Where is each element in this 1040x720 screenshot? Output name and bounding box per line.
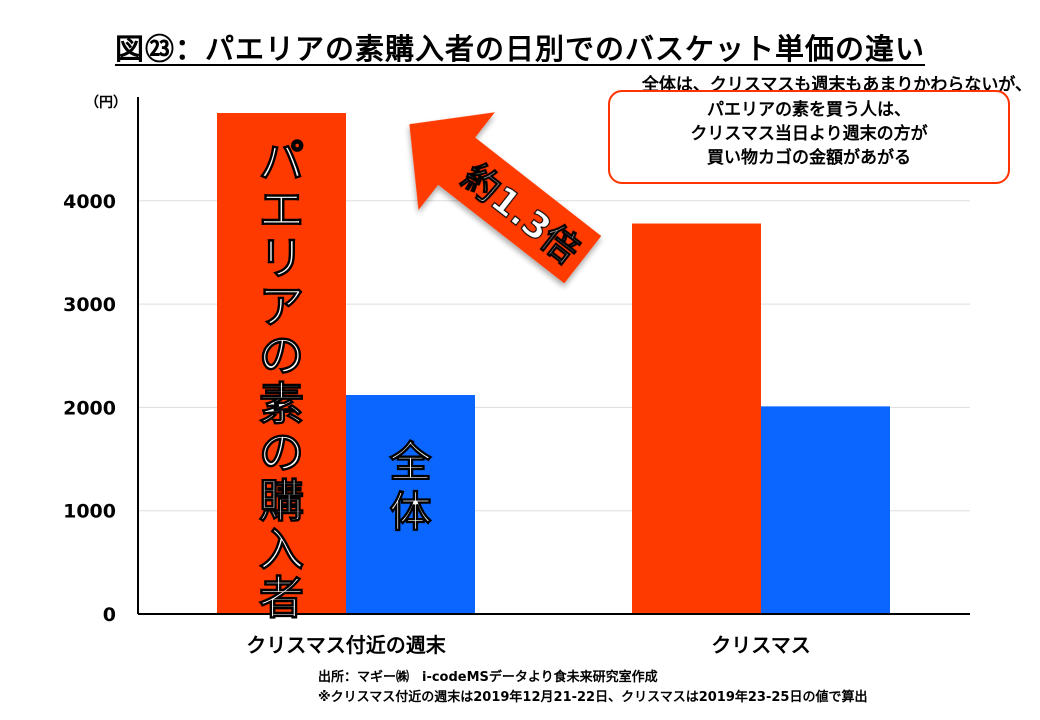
growth-arrow: 約1.3倍 bbox=[409, 112, 602, 284]
bar-label-char: ア bbox=[259, 281, 304, 334]
bars bbox=[217, 113, 890, 614]
arrow-shape bbox=[409, 112, 602, 284]
bar-label-char: 入 bbox=[259, 523, 304, 576]
bar-label-char: リ bbox=[259, 232, 304, 285]
callout-line-2: クリスマス当日より週末の方が bbox=[690, 124, 928, 144]
bar-label-char: 体 bbox=[389, 488, 431, 537]
x-tick-label: クリスマス付近の週末 bbox=[246, 633, 446, 657]
footnote: 出所：マギー㈱ i-codeMSデータより食未来研究室作成 ※クリスマス付近の週… bbox=[318, 668, 867, 708]
y-tick-label: 1000 bbox=[63, 501, 116, 523]
chart-title-text: 図㉓：パエリアの素購入者の日別でのバスケット単価の違い bbox=[114, 32, 925, 66]
y-tick-label: 4000 bbox=[63, 191, 116, 213]
y-axis-unit: （円） bbox=[85, 95, 127, 111]
bar-label-char: 全 bbox=[388, 438, 432, 487]
y-tick-label: 2000 bbox=[63, 397, 116, 419]
x-tick-label: クリスマス bbox=[711, 633, 810, 657]
callout-line-3: 買い物カゴの金額があがる bbox=[707, 148, 911, 168]
bar-label-char: の bbox=[259, 329, 304, 382]
callout-line-1: パエリアの素を買う人は、 bbox=[707, 100, 911, 120]
footnote-source: 出所：マギー㈱ i-codeMSデータより食未来研究室作成 bbox=[318, 670, 658, 685]
bar bbox=[217, 113, 346, 614]
y-tick-label: 3000 bbox=[63, 294, 116, 316]
chart-title: 図㉓：パエリアの素購入者の日別でのバスケット単価の違い bbox=[0, 26, 1040, 68]
footnote-note: ※クリスマス付近の週末は2019年12月21-22日、クリスマスは2019年23… bbox=[318, 690, 868, 705]
bar-label-char: エ bbox=[259, 184, 304, 237]
axes bbox=[137, 97, 970, 615]
bar bbox=[761, 406, 890, 614]
bar-label-char: パ bbox=[259, 135, 304, 188]
bar bbox=[632, 223, 761, 614]
y-tick-labels: 0 1000 2000 3000 4000 bbox=[63, 191, 116, 626]
bar-label-char: 者 bbox=[259, 572, 304, 625]
bar-label-char: の bbox=[259, 426, 304, 479]
x-tick-labels: クリスマス付近の週末 クリスマス bbox=[246, 633, 810, 657]
bar-label-char: 購 bbox=[259, 475, 304, 528]
callout-box: パエリアの素を買う人は、 クリスマス当日より週末の方が 買い物カゴの金額があがる bbox=[608, 90, 1010, 184]
y-tick-label: 0 bbox=[103, 604, 116, 626]
bar bbox=[346, 395, 475, 614]
bar-label-char: 素 bbox=[259, 378, 304, 431]
